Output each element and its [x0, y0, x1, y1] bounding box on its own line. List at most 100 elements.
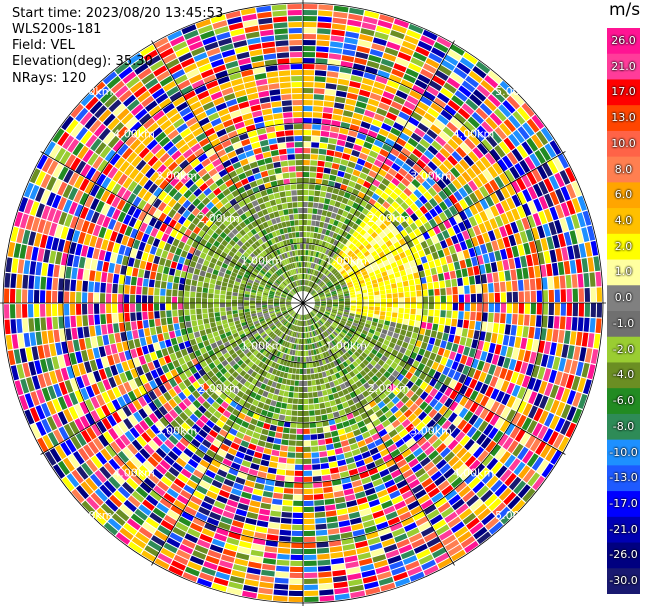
velocity-gate — [165, 371, 174, 381]
velocity-gate — [390, 321, 396, 328]
velocity-gate — [147, 253, 155, 263]
velocity-gate — [236, 339, 243, 345]
velocity-gate — [252, 386, 260, 393]
velocity-gate — [205, 469, 216, 479]
velocity-gate — [303, 195, 309, 202]
velocity-gate — [377, 359, 385, 367]
velocity-gate — [226, 243, 233, 251]
velocity-gate — [108, 376, 117, 388]
velocity-gate — [250, 418, 258, 426]
velocity-gate — [320, 304, 326, 307]
velocity-gate — [537, 225, 546, 239]
velocity-gate — [368, 342, 375, 348]
velocity-gate — [169, 409, 179, 419]
velocity-gate — [417, 334, 424, 342]
velocity-gate — [463, 276, 469, 286]
velocity-gate — [357, 276, 364, 282]
velocity-gate — [405, 207, 414, 216]
velocity-gate — [308, 274, 311, 280]
velocity-gate — [396, 215, 405, 224]
velocity-gate — [143, 477, 156, 489]
velocity-gate — [357, 393, 365, 401]
velocity-gate — [362, 296, 368, 300]
velocity-gate — [332, 232, 338, 239]
velocity-gate — [281, 319, 286, 324]
velocity-gate — [554, 289, 560, 302]
velocity-gate — [282, 327, 287, 333]
velocity-gate — [83, 326, 90, 338]
velocity-gate — [476, 293, 483, 303]
velocity-gate — [324, 262, 329, 268]
velocity-gate — [180, 468, 192, 479]
velocity-gate — [265, 398, 272, 405]
velocity-gate — [361, 352, 368, 359]
velocity-gate — [387, 153, 397, 162]
velocity-gate — [256, 305, 262, 308]
velocity-gate — [217, 325, 224, 331]
velocity-gate — [472, 176, 483, 188]
velocity-gate — [359, 229, 367, 236]
velocity-gate — [347, 250, 353, 257]
velocity-gate — [500, 199, 510, 212]
velocity-gate — [182, 199, 192, 209]
velocity-gate — [197, 342, 205, 349]
velocity-gate — [361, 286, 367, 291]
velocity-gate — [454, 526, 469, 539]
velocity-gate — [327, 522, 339, 529]
velocity-gate — [405, 389, 415, 399]
velocity-gate — [122, 447, 134, 459]
velocity-gate — [266, 271, 272, 277]
velocity-gate — [387, 182, 397, 191]
velocity-gate — [310, 282, 314, 287]
velocity-gate — [296, 362, 300, 368]
velocity-gate — [317, 246, 321, 252]
velocity-gate — [164, 355, 172, 364]
velocity-gate — [111, 196, 121, 208]
velocity-gate — [145, 494, 159, 507]
velocity-gate — [332, 484, 343, 492]
velocity-gate — [464, 399, 474, 410]
velocity-gate — [378, 281, 385, 287]
velocity-gate — [350, 300, 356, 303]
velocity-gate — [177, 205, 187, 215]
velocity-gate — [148, 279, 155, 288]
velocity-gate — [419, 381, 428, 391]
velocity-gate — [4, 272, 11, 288]
velocity-gate — [274, 306, 280, 309]
velocity-gate — [239, 267, 246, 273]
velocity-gate — [257, 593, 273, 601]
velocity-gate — [134, 469, 147, 481]
velocity-gate — [212, 269, 219, 276]
velocity-gate — [383, 117, 395, 127]
velocity-gate — [458, 85, 472, 98]
velocity-gate — [49, 250, 57, 264]
velocity-gate — [394, 271, 401, 278]
velocity-gate — [266, 282, 272, 287]
velocity-gate — [451, 95, 464, 107]
velocity-gate — [272, 341, 277, 348]
velocity-gate — [240, 385, 248, 393]
velocity-gate — [217, 469, 228, 478]
velocity-gate — [188, 222, 196, 232]
velocity-gate — [554, 371, 563, 386]
velocity-gate — [274, 295, 280, 298]
velocity-gate — [178, 357, 186, 366]
velocity-gate — [287, 295, 293, 299]
velocity-gate — [394, 500, 407, 510]
velocity-gate — [260, 320, 266, 325]
velocity-gate — [504, 169, 515, 183]
velocity-gate — [166, 282, 173, 290]
velocity-gate — [439, 431, 450, 442]
velocity-gate — [423, 350, 431, 359]
velocity-gate — [138, 175, 149, 187]
velocity-gate — [363, 366, 371, 374]
velocity-gate — [139, 482, 152, 494]
velocity-gate — [435, 459, 447, 470]
velocity-gate — [288, 590, 303, 597]
velocity-gate — [148, 295, 154, 303]
velocity-gate — [323, 492, 334, 499]
velocity-gate — [333, 301, 339, 303]
velocity-gate — [409, 314, 416, 321]
velocity-gate — [294, 380, 299, 386]
velocity-gate — [193, 372, 202, 380]
